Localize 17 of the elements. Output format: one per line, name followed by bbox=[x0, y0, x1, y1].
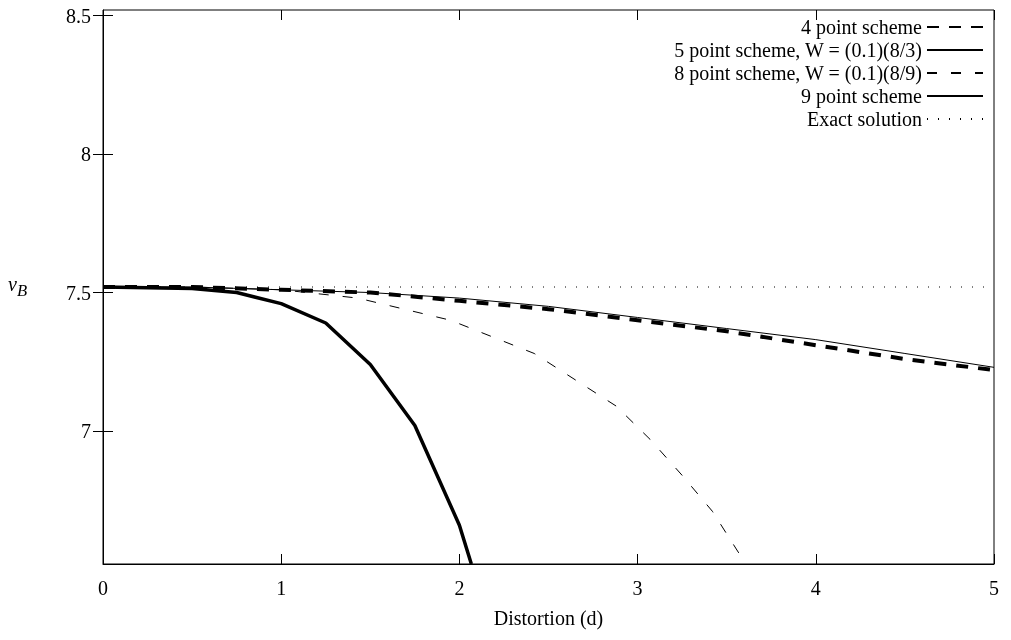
legend-label: 9 point scheme bbox=[800, 85, 923, 108]
x-axis-title: Distortion (d) bbox=[493, 607, 604, 630]
x-tick-label: 0 bbox=[98, 577, 108, 599]
x-tick-label: 4 bbox=[810, 577, 821, 599]
x-tick-label: 1 bbox=[276, 577, 287, 599]
x-tick-label: 5 bbox=[989, 577, 999, 599]
x-tick-label: 3 bbox=[632, 577, 643, 599]
legend-label: 4 point scheme bbox=[800, 16, 923, 39]
y-axis-title: v$_{B}$ bbox=[8, 273, 28, 301]
y-tick-label: 8.5 bbox=[66, 4, 91, 27]
y-tick-label: 7 bbox=[81, 420, 91, 443]
y-tick-label: 7.5 bbox=[66, 281, 91, 304]
legend-label: Exact solution bbox=[807, 108, 922, 130]
legend-label: 5 point scheme, W = (0.1)(8/3) bbox=[674, 39, 922, 62]
y-tick-label: 8 bbox=[81, 143, 91, 166]
x-tick-label: 2 bbox=[454, 577, 465, 599]
legend-label: 8 point scheme, W = (0.1)(8/9) bbox=[674, 62, 922, 85]
